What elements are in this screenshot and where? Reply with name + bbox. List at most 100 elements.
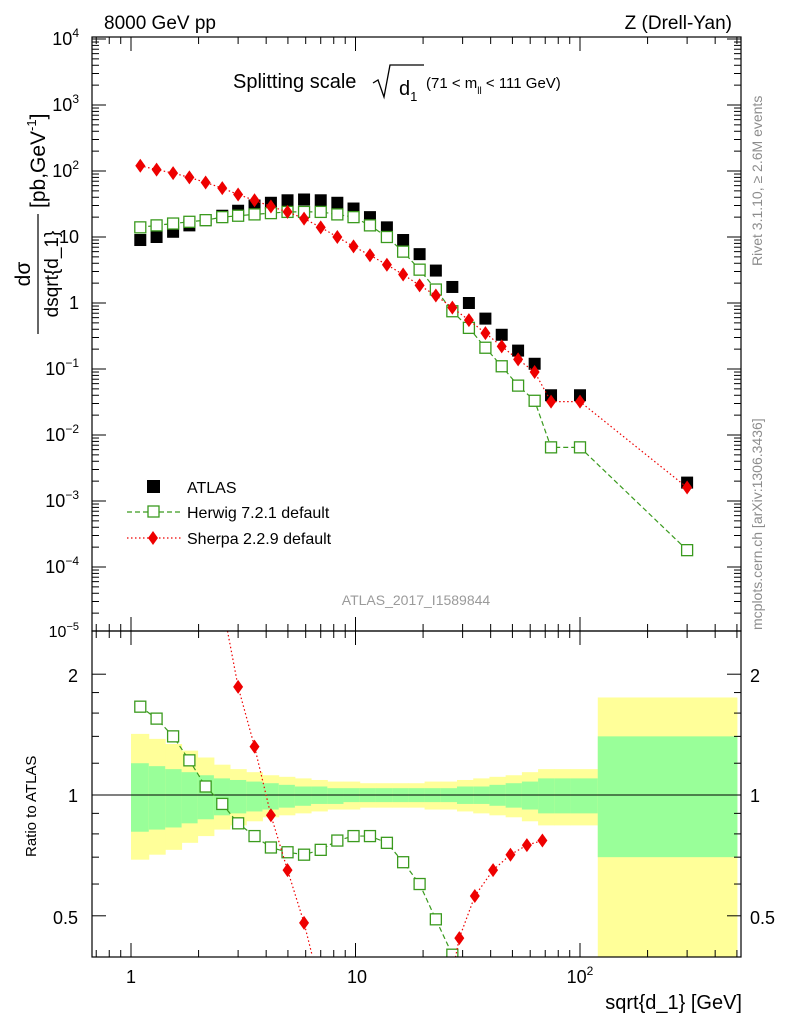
- series-line-herwig: [140, 211, 688, 551]
- top-y-tick-label: 10: [59, 227, 79, 247]
- ratio-y-tick-label: 0.5: [53, 908, 78, 928]
- top-y-tick-label: 104: [52, 26, 79, 49]
- ratio-point-sherpa: [505, 847, 516, 862]
- data-point-sherpa: [398, 267, 409, 282]
- data-point-sherpa: [184, 170, 195, 185]
- data-point-atlas: [446, 280, 459, 293]
- x-axis-label: sqrt{d_1} [GeV]: [605, 992, 742, 1014]
- top-y-tick-label: 10−5: [49, 621, 79, 641]
- plot-title: Splitting scale d1 (71 < mll < 111 GeV): [233, 64, 561, 104]
- x-tick-label: 1: [126, 967, 136, 987]
- ratio-point-herwig: [248, 829, 261, 843]
- band-inner-bin: [229, 779, 247, 814]
- sqrt-sign: [372, 64, 424, 100]
- data-point-atlas: [512, 344, 525, 357]
- data-point-herwig: [248, 208, 261, 221]
- data-point-sherpa: [546, 394, 557, 409]
- data-point-atlas: [462, 297, 475, 309]
- ratio-point-herwig: [281, 846, 294, 859]
- ratio-point-herwig: [380, 836, 394, 849]
- top-y-tick-label: 10−1: [45, 356, 79, 379]
- data-point-atlas: [397, 234, 410, 247]
- data-point-sherpa: [414, 278, 425, 293]
- data-point-sherpa: [200, 175, 211, 190]
- legend-marker-atlas: [147, 480, 160, 493]
- data-point-sherpa: [682, 480, 693, 495]
- top-y-tick-label: 10−2: [45, 422, 79, 445]
- ratio-point-herwig: [413, 877, 426, 891]
- legend-label-atlas: ATLAS: [187, 480, 237, 497]
- rivet-label: Rivet 3.1.10, ≥ 2.6M events: [749, 96, 765, 266]
- data-point-sherpa: [151, 162, 162, 177]
- axis-ticks: [92, 37, 741, 957]
- band-inner-bin: [246, 781, 263, 812]
- data-point-sherpa: [364, 248, 375, 263]
- ratio-point-herwig: [166, 730, 180, 743]
- band-inner-bin: [570, 778, 599, 814]
- data-point-sherpa: [282, 204, 293, 219]
- data-point-sherpa: [381, 257, 392, 272]
- ratio-point-sherpa: [249, 739, 260, 754]
- data-point-herwig: [528, 394, 541, 407]
- band-inner-bin: [538, 778, 555, 814]
- ratio-point-herwig: [396, 856, 410, 869]
- ratio-point-herwig: [429, 913, 443, 926]
- ratio-point-herwig: [347, 829, 360, 843]
- ratio-ylabel: Ratio to ATLAS: [23, 756, 40, 857]
- data-point-herwig: [680, 544, 694, 557]
- top-y-tick-label: 10−3: [45, 488, 79, 511]
- data-point-herwig: [347, 210, 360, 224]
- data-point-atlas: [314, 194, 327, 207]
- top-y-tick-label: 102: [52, 158, 79, 181]
- data-point-herwig: [363, 219, 377, 232]
- ratio-point-herwig: [150, 712, 163, 725]
- band-inner-bin: [262, 783, 280, 810]
- data-point-herwig: [396, 245, 410, 258]
- ratio-point-sherpa: [454, 931, 465, 946]
- series-line-sherpa: [140, 165, 688, 488]
- data-point-atlas: [528, 357, 541, 370]
- ylabel-numerator: dσ: [12, 262, 35, 287]
- data-point-sherpa: [217, 181, 228, 196]
- ratio-y-tick-label-right: 2: [750, 666, 760, 686]
- band-inner-bin: [327, 788, 344, 804]
- data-point-herwig: [479, 341, 492, 354]
- ratio-y-tick-label: 1: [68, 786, 78, 806]
- ratio-point-sherpa: [521, 838, 532, 853]
- data-point-herwig: [573, 441, 587, 454]
- legend: ATLAS Herwig 7.2.1 default Sherpa 2.2.9 …: [127, 480, 332, 548]
- data-point-herwig: [331, 208, 344, 221]
- data-point-herwig: [511, 379, 525, 392]
- data-point-sherpa: [463, 313, 474, 328]
- top-ylabel: dσ dsqrt{d_1} [pb,GeV-1]: [12, 114, 63, 334]
- ratio-y-tick-label: 2: [68, 666, 78, 686]
- band-inner-bin: [294, 786, 312, 806]
- data-point-herwig: [216, 210, 229, 224]
- data-point-sherpa: [348, 239, 359, 254]
- ratio-point-sherpa: [488, 863, 499, 878]
- band-inner-bin: [521, 781, 539, 810]
- ratio-panel-frame: [91, 630, 742, 958]
- data-point-sherpa: [265, 199, 276, 214]
- header-right: Z (Drell-Yan): [625, 13, 732, 34]
- mcplots-label: mcplots.cern.ch [arXiv:1306.3436]: [749, 418, 765, 630]
- legend-label-sherpa: Sherpa 2.2.9 default: [187, 531, 332, 548]
- data-point-sherpa: [332, 230, 343, 244]
- band-inner-bin: [165, 769, 183, 828]
- data-point-atlas: [495, 328, 508, 341]
- data-point-herwig: [413, 263, 426, 276]
- band-inner-bin: [554, 778, 572, 814]
- band-inner-bin: [278, 784, 296, 808]
- ratio-point-herwig: [314, 843, 327, 856]
- data-point-atlas: [479, 312, 492, 325]
- ratio-point-sherpa: [537, 833, 548, 848]
- data-point-sherpa: [447, 300, 458, 315]
- data-point-herwig: [134, 221, 147, 234]
- x-tick-label: 10: [347, 967, 367, 987]
- data-point-sherpa: [529, 365, 540, 380]
- legend-marker-sherpa: [148, 531, 158, 545]
- data-point-herwig: [183, 215, 196, 228]
- data-point-atlas: [298, 193, 311, 206]
- ylabel-unit: [pb,GeV-1]: [24, 114, 50, 208]
